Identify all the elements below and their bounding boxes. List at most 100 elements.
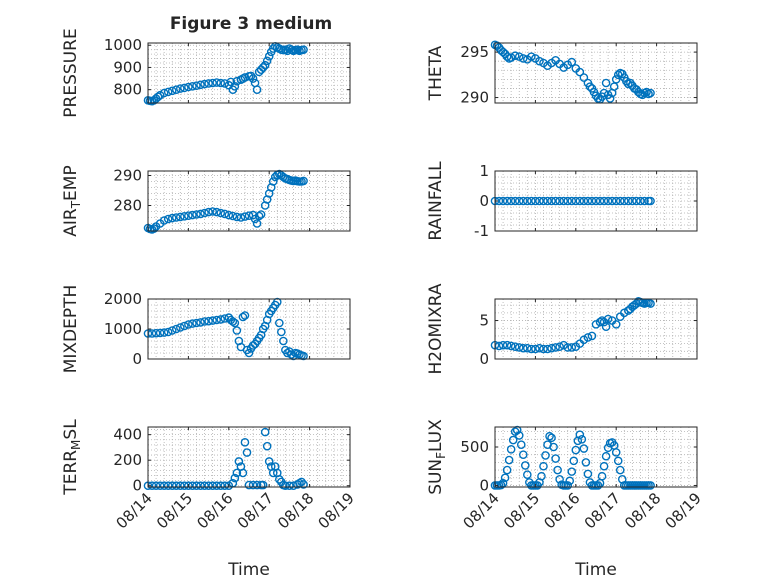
data-point: [192, 81, 201, 90]
data-point: [597, 471, 607, 481]
data-point: [547, 196, 556, 206]
data-point: [613, 456, 623, 466]
y-label-subscript: T: [69, 200, 83, 209]
data-point: [514, 343, 524, 352]
data-point: [230, 473, 240, 483]
data-point: [163, 87, 173, 97]
y-tick-label: 0: [479, 476, 489, 494]
data-point: [155, 481, 165, 491]
data-point: [208, 207, 217, 216]
data-point: [624, 196, 633, 206]
y-label-suffix: SL: [61, 419, 81, 440]
data-point: [583, 333, 593, 342]
chart-title: Figure 3 medium: [170, 14, 332, 34]
data-point: [502, 52, 512, 61]
x-tick-label: 08/18: [621, 489, 664, 532]
y-label-main: PRESSURE: [61, 28, 81, 117]
y-label-main: TERR: [61, 450, 81, 496]
x-tick-label: 08/14: [460, 489, 503, 532]
data-point: [539, 344, 548, 354]
data-point: [646, 88, 655, 98]
data-point: [567, 196, 577, 206]
y-axis-label: AIRTEMP: [61, 165, 83, 236]
data-point: [575, 67, 585, 77]
data-point: [541, 451, 550, 460]
data-point: [204, 316, 213, 326]
y-tick-label: 800: [113, 81, 142, 99]
data-point: [603, 196, 613, 206]
data-point: [504, 455, 514, 465]
data-point: [575, 196, 585, 206]
data-point: [551, 454, 560, 463]
data-point: [262, 56, 272, 66]
data-point: [537, 471, 546, 481]
data-point: [149, 224, 159, 233]
data-point: [498, 340, 508, 350]
data-point: [240, 212, 250, 221]
data-point: [208, 316, 217, 325]
axis-frame: [494, 426, 698, 488]
data-point: [615, 196, 625, 206]
y-tick-label: 1: [479, 162, 489, 180]
data-point: [514, 196, 524, 206]
data-point: [216, 78, 226, 88]
data-point: [216, 481, 226, 491]
data-point: [628, 196, 637, 206]
data-point: [523, 343, 532, 353]
data-point: [192, 210, 201, 219]
y-tick-label: 290: [460, 89, 489, 107]
data-point: [510, 196, 520, 206]
data-point: [180, 83, 189, 93]
data-point: [260, 427, 270, 437]
data-point: [167, 86, 177, 96]
y-label-subscript: F: [434, 452, 448, 459]
data-point: [646, 299, 655, 308]
data-point: [216, 208, 226, 218]
data-point: [236, 213, 246, 222]
data-point: [171, 85, 181, 94]
data-point: [228, 317, 238, 326]
data-point: [601, 451, 611, 461]
data-point: [279, 336, 288, 346]
y-tick-label: 280: [113, 197, 142, 215]
data-point: [258, 480, 268, 490]
data-point: [565, 476, 575, 486]
data-point: [559, 196, 568, 206]
data-point: [523, 196, 532, 206]
data-point: [523, 470, 532, 479]
data-point: [240, 73, 250, 82]
y-tick-label: 0: [132, 477, 142, 495]
data-point: [167, 326, 177, 335]
data-point: [543, 196, 552, 206]
data-point: [204, 481, 213, 491]
x-tick-label: 08/17: [581, 489, 624, 532]
data-point: [555, 196, 564, 206]
data-point: [299, 351, 308, 361]
data-point: [159, 88, 169, 98]
data-point: [212, 78, 221, 87]
data-point: [159, 328, 169, 337]
data-point: [283, 46, 292, 56]
plot-area: [147, 170, 351, 232]
axis-frame: [147, 42, 351, 104]
data-point: [551, 196, 560, 206]
y-axis-label: THETA: [426, 45, 446, 101]
data-point: [192, 318, 201, 328]
data-point: [171, 324, 181, 334]
data-point: [299, 480, 308, 489]
y-axis-label: RAINFALL: [426, 161, 446, 241]
x-axis-label: Time: [227, 560, 270, 580]
data-point: [176, 323, 185, 332]
data-point: [220, 314, 230, 323]
data-point: [230, 318, 240, 328]
data-point: [163, 214, 173, 224]
data-point: [232, 468, 242, 478]
data-point: [545, 431, 554, 441]
data-point: [587, 331, 597, 341]
y-label-subscript: M: [69, 440, 83, 450]
data-point: [512, 425, 522, 435]
data-point: [611, 75, 621, 84]
data-point: [510, 51, 520, 61]
data-point: [593, 481, 603, 490]
